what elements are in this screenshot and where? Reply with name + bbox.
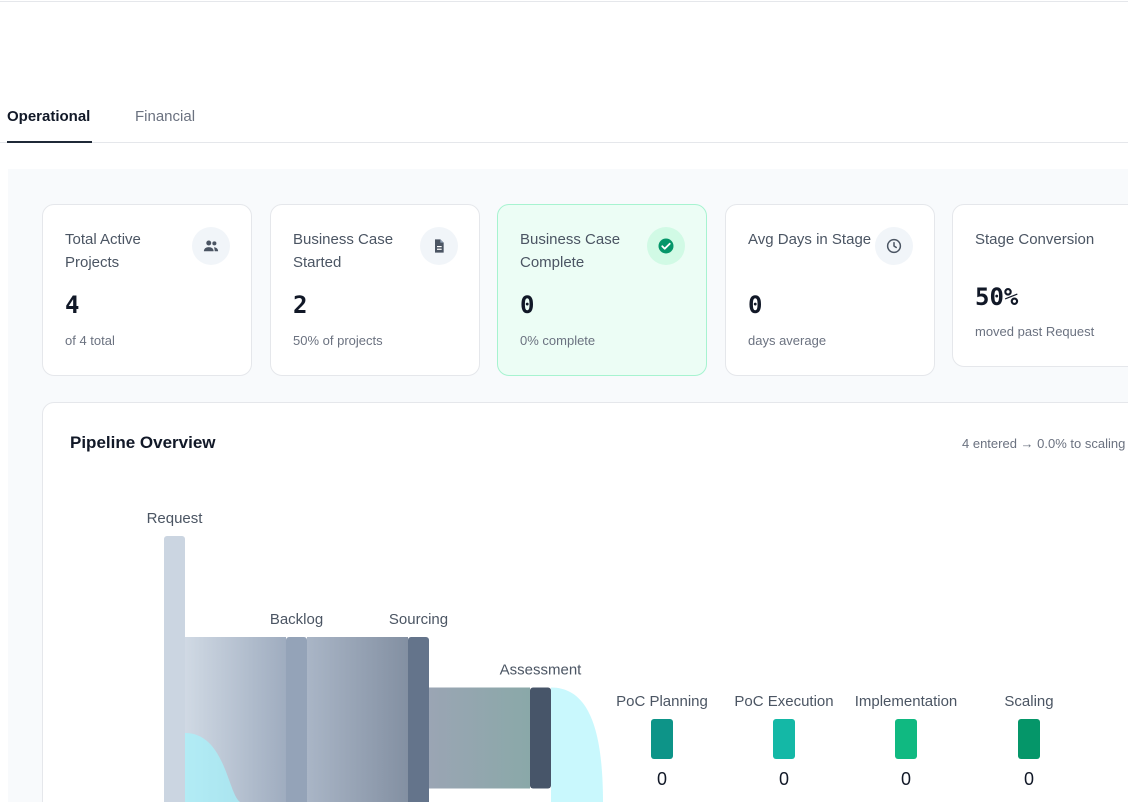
card-value: 0 [748,291,763,319]
card-subtext: days average [748,333,827,348]
stage-label: Sourcing [389,611,448,628]
card-subtext: moved past Request [975,324,1095,339]
stage-node-scaling [1018,719,1040,759]
card-subtext: 50% of projects [293,333,383,348]
document-icon [420,227,458,265]
metric-card-total-active-projects: Total Active Projects 4 of 4 total [42,204,252,376]
pipeline-summary: 4 entered → 0.0% to scaling [962,436,1126,451]
tab-operational[interactable]: Operational [7,108,91,125]
stage-node-assessment [530,687,551,789]
card-title: Stage Conversion [975,231,1095,248]
stage-node-sourcing [408,637,429,802]
stage-node-request [164,536,185,802]
stage-label: Scaling [1004,693,1053,710]
metric-card-stage-conversion: Stage Conversion 50% moved past Request [952,204,1128,367]
clock-icon [875,227,913,265]
tab-financial[interactable]: Financial [135,108,196,125]
stage-node-backlog [286,637,307,802]
stage-label: PoC Planning [616,693,708,710]
card-title: Business Case Complete [520,231,621,271]
stage-label: Implementation [855,693,958,710]
check-circle-icon [647,227,685,265]
card-value: 0 [520,291,535,319]
tab-bar: Operational Financial [0,100,1128,143]
flow-sourcing-assessment [429,687,530,789]
stage-node-poc-execution [773,719,795,759]
metric-card-business-case-started: Business Case Started 2 50% of projects [270,204,480,376]
metric-card-business-case-complete: Business Case Complete 0 0% complete [497,204,707,376]
stage-label: Backlog [270,611,323,628]
stage-count: 0 [1024,769,1034,789]
stage-node-poc-planning [651,719,673,759]
pipeline-title: Pipeline Overview [70,433,216,452]
card-value: 50% [975,283,1019,311]
metric-card-avg-days-in-stage: Avg Days in Stage 0 days average [725,204,935,376]
stage-count: 0 [657,769,667,789]
stage-count: 0 [901,769,911,789]
stage-node-implementation [895,719,917,759]
card-subtext: of 4 total [65,333,115,348]
card-value: 2 [293,291,308,319]
flow-assessment-exit [551,687,603,802]
stage-label: PoC Execution [734,693,833,710]
card-title: Business Case Started [293,231,394,271]
flow-backlog-sourcing [307,637,408,802]
card-title: Avg Days in Stage [748,231,872,248]
active-tab-indicator [7,141,92,143]
stage-count: 0 [779,769,789,789]
stage-label: Request [147,510,204,527]
pipeline-overview-card: Pipeline Overview 4 entered → 0.0% to sc… [42,402,1128,802]
flow-request-exit [185,733,241,802]
stage-label: Assessment [500,662,583,679]
top-divider [0,1,1128,2]
users-icon [192,227,230,265]
card-value: 4 [65,291,80,319]
pipeline-sankey-chart: Request Backlog Sourcing Assessment PoC Plan… [147,510,1054,802]
card-subtext: 0% complete [520,333,596,348]
card-title: Total Active Projects [65,231,141,271]
